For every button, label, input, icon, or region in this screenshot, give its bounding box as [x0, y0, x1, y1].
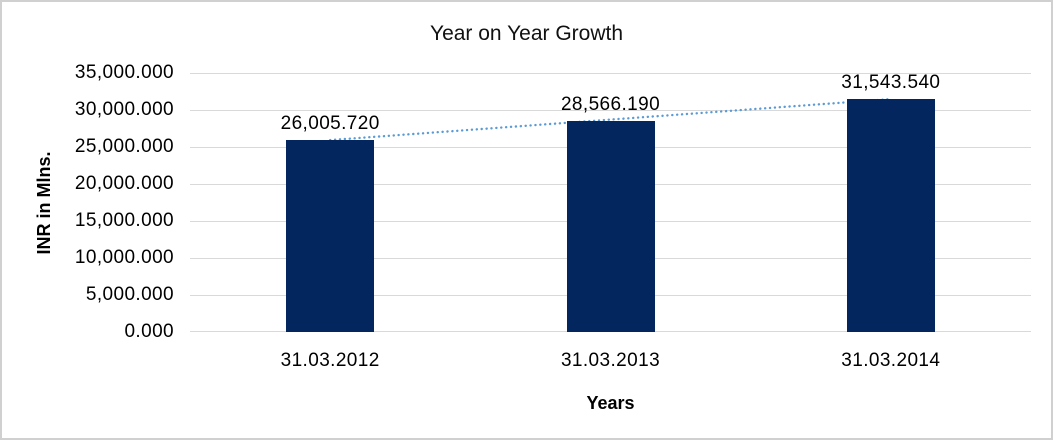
bar-31.03.2013 [566, 120, 655, 332]
y-tick-label: 0.000 [124, 321, 174, 342]
plot-area: 26,005.720 28,566.190 31,543.540 [190, 71, 1031, 332]
x-tick-label: 31.03.2012 [280, 350, 380, 371]
gridline [190, 110, 1031, 111]
chart-title: Year on Year Growth [429, 22, 624, 45]
y-axis-tick-labels: 35,000.000 30,000.000 25,000.000 20,000.000… [2, 62, 174, 342]
y-tick-label: 15,000.000 [74, 210, 174, 231]
x-axis-tick-labels: 31.03.2012 31.03.2013 31.03.2014 [190, 350, 1031, 374]
y-tick-label: 30,000.000 [74, 99, 174, 120]
data-label: 28,566.190 [560, 93, 661, 115]
data-label: 31,543.540 [841, 71, 941, 93]
x-tick-label: 31.03.2013 [560, 350, 661, 371]
y-tick-label: 10,000.000 [74, 247, 174, 268]
y-tick-label: 35,000.000 [74, 62, 174, 83]
data-label: 26,005.720 [280, 112, 380, 134]
y-tick-label: 25,000.000 [74, 136, 174, 157]
trendline [328, 97, 893, 142]
y-tick-label: 20,000.000 [74, 173, 174, 194]
gridline [190, 73, 1031, 74]
x-tick-label: 31.03.2014 [841, 350, 941, 371]
x-axis-title: Years [586, 393, 635, 413]
bar-31.03.2012 [286, 139, 375, 332]
y-tick-label: 5,000.000 [85, 284, 174, 305]
bar-31.03.2014 [846, 98, 935, 332]
